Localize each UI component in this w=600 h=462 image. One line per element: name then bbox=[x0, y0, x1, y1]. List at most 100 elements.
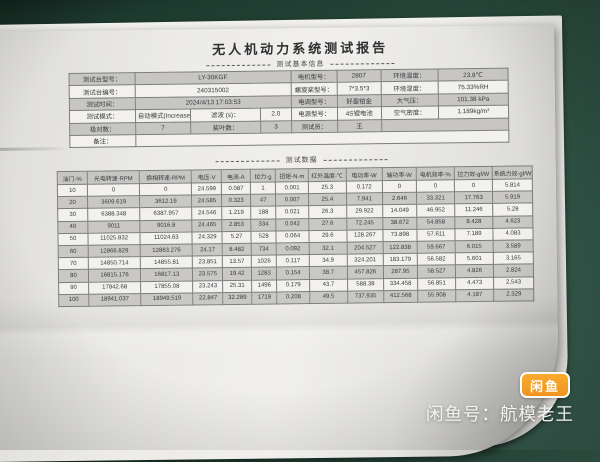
paper-sheet: 无人机动力系统测试报告 测试基本信息 测试台型号： LY-30KGF 电机型号：… bbox=[0, 25, 560, 462]
table-cell: 25.3 bbox=[308, 181, 347, 194]
under-sheet-edge bbox=[0, 146, 72, 151]
table-cell: 183.179 bbox=[383, 253, 418, 266]
section-basic-info-label: 测试基本信息 bbox=[276, 60, 325, 69]
table-cell: 334.458 bbox=[383, 277, 418, 291]
table-cell: 5.601 bbox=[455, 252, 494, 266]
field-label: 电调型号： bbox=[290, 94, 338, 108]
table-cell: 29.922 bbox=[346, 205, 383, 218]
field-label: 电源型号： bbox=[291, 107, 338, 121]
table-cell: 1719 bbox=[251, 291, 278, 305]
table-cell: 22.847 bbox=[193, 292, 224, 305]
field-value: 3 bbox=[260, 120, 292, 134]
table-cell: 11024.63 bbox=[140, 231, 193, 245]
field-value: 1.189kg/m³ bbox=[438, 105, 509, 119]
divider-line bbox=[215, 159, 280, 162]
table-cell: 334 bbox=[250, 218, 277, 232]
field-value: 7 bbox=[135, 121, 191, 135]
table-cell: 38.672 bbox=[382, 216, 418, 230]
column-header: 换相转速-RPM bbox=[139, 169, 192, 184]
table-cell: 9016.8 bbox=[139, 219, 193, 233]
section-test-data-label: 测试数据 bbox=[285, 156, 318, 165]
field-value: 王 bbox=[337, 119, 382, 133]
column-header: 电压-V bbox=[191, 169, 222, 183]
table-cell: 40 bbox=[57, 220, 88, 234]
table-cell: 56.851 bbox=[417, 277, 456, 290]
table-cell: 2.824 bbox=[493, 264, 534, 277]
table-cell: 23.575 bbox=[192, 267, 223, 281]
table-cell: 8.482 bbox=[222, 243, 252, 256]
table-cell: 0.117 bbox=[276, 254, 310, 268]
table-cell: 13.57 bbox=[222, 255, 252, 268]
table-cell: 457.826 bbox=[347, 265, 384, 279]
table-cell: 2.646 bbox=[382, 192, 417, 206]
table-cell: 90 bbox=[58, 281, 89, 295]
table-cell: 5.28 bbox=[492, 203, 533, 216]
table-cell: 55.908 bbox=[417, 289, 456, 303]
table-cell: 24.465 bbox=[192, 219, 223, 232]
table-cell: 10 bbox=[57, 184, 88, 197]
table-cell: 14850.714 bbox=[88, 256, 141, 270]
table-cell: 24.329 bbox=[192, 231, 223, 244]
table-cell: 3612.19 bbox=[139, 195, 193, 209]
table-cell: 4.187 bbox=[455, 289, 494, 302]
table-cell: 3.165 bbox=[493, 251, 534, 265]
table-cell: 0 bbox=[139, 182, 192, 196]
table-cell: 0 bbox=[87, 183, 140, 197]
table-cell: 12866.829 bbox=[88, 244, 141, 258]
table-cell: 0 bbox=[382, 180, 417, 193]
table-cell: 0.323 bbox=[221, 194, 251, 208]
table-cell: 4.826 bbox=[455, 264, 494, 278]
table-cell: 0 bbox=[454, 179, 493, 192]
table-cell: 8.428 bbox=[454, 215, 493, 229]
table-cell: 528 bbox=[250, 230, 277, 244]
field-label: 环境温度： bbox=[380, 68, 438, 83]
table-cell: 0.087 bbox=[221, 182, 251, 195]
field-label: 极对数： bbox=[69, 122, 136, 136]
table-cell: 32.1 bbox=[308, 242, 348, 255]
field-label: 滤波 (s)： bbox=[190, 108, 261, 122]
field-label: 空气密度： bbox=[381, 106, 439, 120]
table-cell: 46.952 bbox=[416, 204, 455, 217]
table-cell: 0.208 bbox=[277, 291, 310, 304]
field-value: 自动模式(Increase) bbox=[135, 109, 191, 123]
table-cell: 7.189 bbox=[454, 228, 494, 241]
table-cell: 18941.037 bbox=[88, 293, 142, 307]
table-cell: 17.763 bbox=[454, 191, 493, 205]
table-cell: 24.546 bbox=[192, 207, 223, 220]
column-header: 电功率-W bbox=[345, 167, 383, 182]
table-cell: 2.329 bbox=[493, 288, 534, 302]
table-cell: 80 bbox=[58, 269, 89, 283]
table-cell: 32.289 bbox=[223, 291, 252, 305]
table-cell: 3.589 bbox=[493, 239, 534, 253]
table-cell: 3609.619 bbox=[87, 195, 140, 209]
table-cell: 59.667 bbox=[417, 240, 456, 254]
field-value: 7*3.5*3 bbox=[336, 82, 381, 95]
column-header: 扭矩-N·m bbox=[275, 168, 309, 182]
table-cell: 4.623 bbox=[492, 215, 533, 229]
table-cell: 58.527 bbox=[417, 265, 456, 278]
table-cell: 0.021 bbox=[276, 205, 309, 219]
table-cell: 17855.08 bbox=[140, 280, 194, 294]
field-value: 好盈铂金 bbox=[337, 94, 382, 108]
column-header: 红外温度-℃ bbox=[307, 168, 347, 182]
table-cell: 43.7 bbox=[309, 278, 348, 292]
table-cell: 0.042 bbox=[276, 218, 309, 231]
field-value: 101.38 kPa bbox=[438, 92, 509, 107]
table-cell: 73.898 bbox=[382, 228, 418, 242]
table-cell: 2.543 bbox=[493, 276, 534, 290]
table-cell: 49.5 bbox=[309, 290, 348, 304]
field-label: 测试模式： bbox=[69, 109, 136, 124]
table-cell: 25.31 bbox=[222, 279, 252, 293]
table-cell: 34.9 bbox=[309, 254, 348, 267]
table-cell: 287.95 bbox=[383, 265, 418, 279]
table-cell: 12863.276 bbox=[140, 243, 193, 257]
column-header: 油门-% bbox=[57, 171, 88, 185]
field-label: 电机型号： bbox=[290, 70, 337, 84]
field-label: 螺旋桨型号： bbox=[290, 82, 338, 96]
table-cell: 47 bbox=[250, 194, 277, 207]
table-cell: 6.015 bbox=[455, 240, 494, 253]
table-cell: 11025.832 bbox=[87, 232, 141, 246]
column-header: 拉力效-gf/W bbox=[454, 166, 493, 180]
table-cell: 14.049 bbox=[382, 204, 417, 218]
table-cell: 128.267 bbox=[346, 229, 383, 243]
